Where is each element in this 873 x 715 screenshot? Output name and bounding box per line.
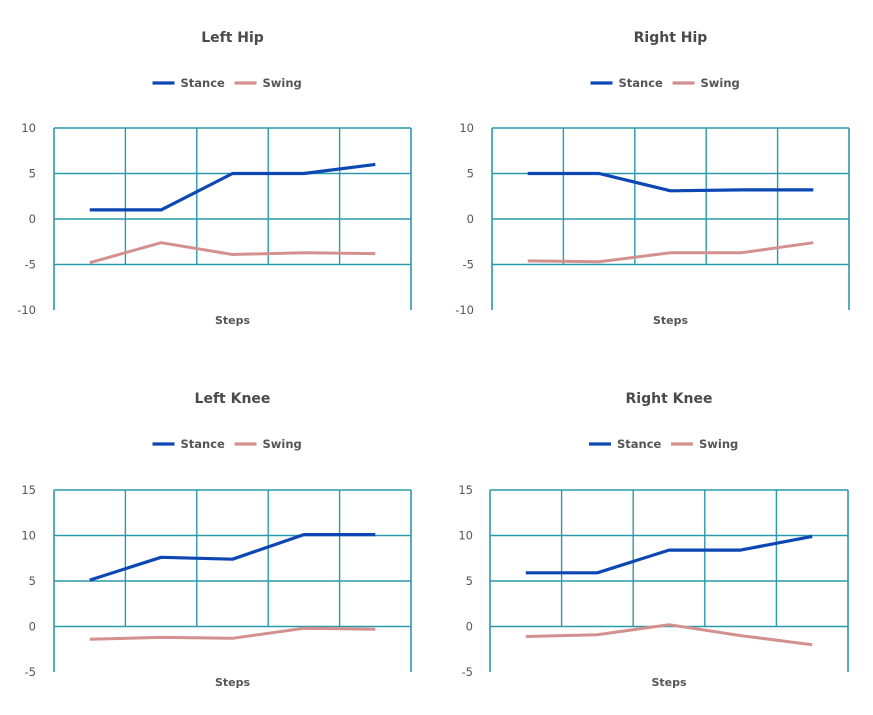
legend: Stance Swing xyxy=(152,76,302,90)
chart-title: Left Hip xyxy=(201,30,264,46)
y-tick-label: 10 xyxy=(21,529,36,543)
legend-item-swing[interactable]: Swing xyxy=(234,437,302,451)
y-tick-label: 0 xyxy=(466,620,473,634)
series-line-swing xyxy=(89,241,376,265)
legend-label: Swing xyxy=(699,437,738,451)
y-tick-label: 10 xyxy=(458,529,473,543)
series-swing xyxy=(527,241,814,264)
y-tick-label: 5 xyxy=(466,574,473,588)
legend-label: Swing xyxy=(263,437,302,451)
legend-item-swing[interactable]: Swing xyxy=(671,437,738,451)
x-axis-label: Steps xyxy=(215,314,251,327)
legend-label: Stance xyxy=(617,437,662,451)
legend-item-stance[interactable]: Stance xyxy=(152,437,226,451)
legend-label: Swing xyxy=(701,76,740,90)
grid xyxy=(491,127,850,310)
legend: Stance Swing xyxy=(152,437,302,451)
x-axis-label: Steps xyxy=(215,676,251,689)
series-stance xyxy=(89,532,376,582)
y-tick-label: -5 xyxy=(25,665,36,679)
legend-label: Swing xyxy=(263,76,302,90)
legend-label: Stance xyxy=(181,437,226,451)
y-tick-label: 0 xyxy=(29,212,36,226)
y-tick-label: 5 xyxy=(29,167,36,181)
series-line-stance xyxy=(525,534,813,575)
y-tick-label: -5 xyxy=(463,258,474,272)
series-stance xyxy=(527,171,814,193)
y-tick-labels: 15 10 5 0 -5 xyxy=(21,483,36,679)
series-line-swing xyxy=(525,623,813,647)
series-swing xyxy=(89,241,376,265)
legend: Stance Swing xyxy=(590,76,740,90)
grid xyxy=(53,489,412,672)
grid xyxy=(489,489,849,672)
legend-item-stance[interactable]: Stance xyxy=(589,437,662,451)
legend: Stance Swing xyxy=(589,437,738,451)
chart-left-hip: Left Hip Stance Swing 10 5 0 -5 -10 Steps xyxy=(17,30,412,327)
y-tick-label: 15 xyxy=(458,483,473,497)
series-line-swing xyxy=(527,241,814,264)
legend-label: Stance xyxy=(619,76,664,90)
chart-left-knee: Left Knee Stance Swing 15 10 5 0 -5 Steps xyxy=(21,391,412,689)
x-axis-label: Steps xyxy=(651,676,687,689)
chart-right-knee: Right Knee Stance Swing 15 10 5 0 -5 Steps xyxy=(458,391,849,689)
series-stance xyxy=(525,534,813,575)
chart-right-hip: Right Hip Stance Swing 10 5 0 -5 -10 Steps xyxy=(455,30,850,327)
y-tick-label: 10 xyxy=(21,121,36,135)
series-line-stance xyxy=(527,171,814,193)
y-tick-label: -5 xyxy=(462,665,473,679)
series-line-swing xyxy=(89,626,376,641)
y-tick-label: 0 xyxy=(467,212,474,226)
chart-title: Right Knee xyxy=(626,391,713,407)
legend-item-swing[interactable]: Swing xyxy=(672,76,740,90)
grid xyxy=(53,127,412,310)
y-tick-label: 15 xyxy=(21,483,36,497)
legend-item-stance[interactable]: Stance xyxy=(590,76,664,90)
chart-title: Left Knee xyxy=(195,391,271,407)
y-tick-label: 5 xyxy=(29,574,36,588)
series-swing xyxy=(525,623,813,647)
y-tick-labels: 10 5 0 -5 -10 xyxy=(17,121,36,317)
y-tick-label: -10 xyxy=(455,303,474,317)
legend-label: Stance xyxy=(181,76,226,90)
legend-item-swing[interactable]: Swing xyxy=(234,76,302,90)
series-line-stance xyxy=(89,532,376,582)
chart-title: Right Hip xyxy=(634,30,708,46)
y-tick-label: -5 xyxy=(25,258,36,272)
y-tick-labels: 10 5 0 -5 -10 xyxy=(455,121,474,317)
y-tick-label: 10 xyxy=(459,121,474,135)
series-line-stance xyxy=(89,162,376,212)
legend-item-stance[interactable]: Stance xyxy=(152,76,226,90)
y-tick-label: -10 xyxy=(17,303,36,317)
y-tick-label: 5 xyxy=(467,167,474,181)
series-swing xyxy=(89,626,376,641)
series-stance xyxy=(89,162,376,212)
y-tick-labels: 15 10 5 0 -5 xyxy=(458,483,473,679)
y-tick-label: 0 xyxy=(29,620,36,634)
x-axis-label: Steps xyxy=(653,314,689,327)
